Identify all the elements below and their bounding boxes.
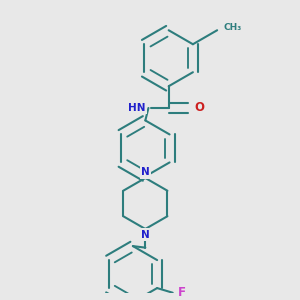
Text: N: N (141, 230, 150, 240)
Text: CH₃: CH₃ (224, 23, 242, 32)
Text: F: F (178, 286, 186, 299)
Text: HN: HN (128, 103, 146, 113)
Text: N: N (141, 167, 150, 177)
Text: O: O (195, 101, 205, 115)
